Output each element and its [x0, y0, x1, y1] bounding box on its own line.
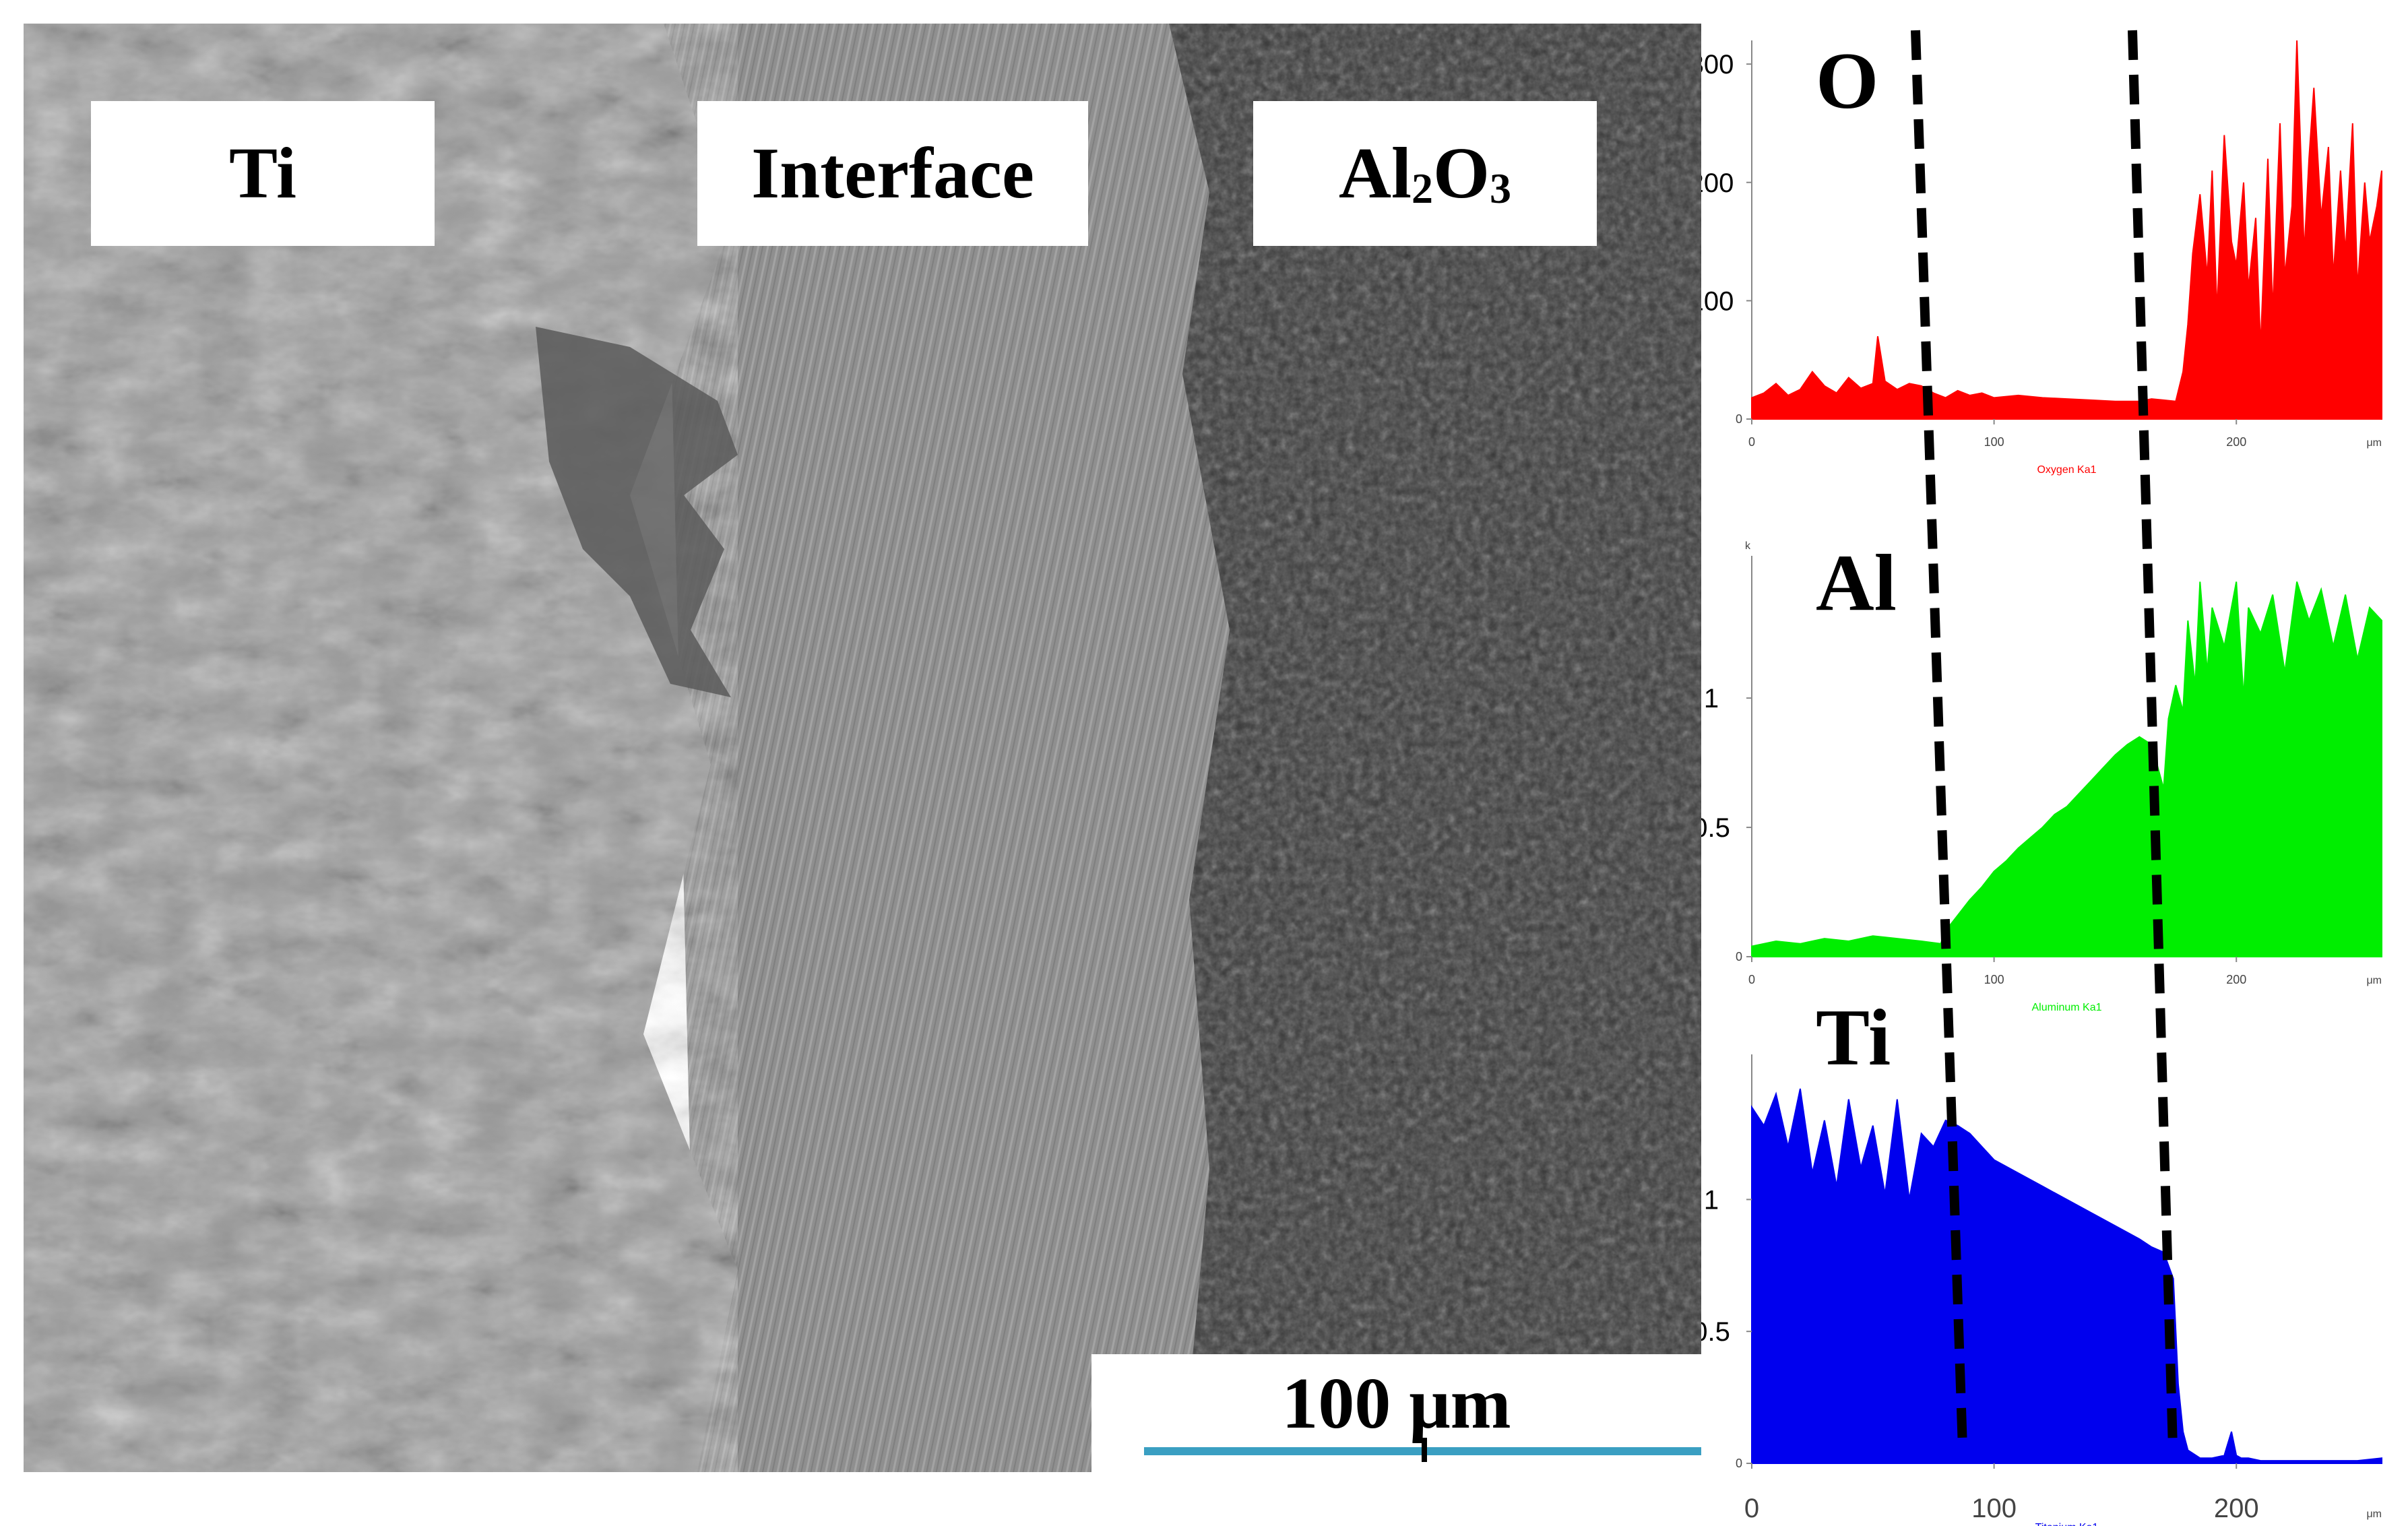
element-label-o: O	[1816, 36, 1878, 125]
y-tick-label-box	[1701, 274, 1745, 328]
x-tick-label: 100	[1984, 435, 2004, 449]
sem-micrograph	[24, 24, 1701, 1472]
region-label-al2o3: Al 2 O 3	[1253, 101, 1597, 246]
y-tick-label: 1	[1704, 684, 1719, 713]
scale-bar-tick	[1422, 1438, 1427, 1462]
element-label-ti: Ti	[1816, 992, 1891, 1082]
region-label-interface-text: Interface	[751, 133, 1034, 214]
series-caption: Aluminum Ka1	[2031, 1002, 2101, 1013]
series-area-al	[1751, 581, 2382, 957]
region-label-ti: Ti	[91, 101, 435, 246]
y-tick-label: 0.5	[1701, 813, 1730, 843]
line-scan-charts: 01001002002003003000100200μmOxygen Ka1O …	[1701, 30, 2382, 1526]
al2o3-sub-2: 2	[1411, 164, 1433, 212]
x-tick-label: 200	[2214, 1494, 2259, 1523]
y-tick-label: 100	[1701, 286, 1734, 316]
series-caption: Oxygen Ka1	[2037, 464, 2096, 476]
al2o3-al: Al	[1338, 133, 1412, 214]
x-tick-label: 0	[1748, 973, 1755, 986]
chart-titanium: 00.50.5110100200μmTitanium Ka1Ti	[1701, 992, 2382, 1526]
y-tick-label: 0.5	[1701, 1317, 1730, 1347]
x-unit-label: μm	[2366, 437, 2382, 449]
y-unit-label: k	[1745, 540, 1751, 552]
interface-region	[664, 24, 1230, 1472]
y-tick-label: 200	[1701, 168, 1734, 198]
element-label-al: Al	[1816, 538, 1897, 627]
y-tick-small-label: 0	[1736, 950, 1742, 963]
x-tick-label: 200	[2226, 435, 2246, 449]
y-tick-label-box	[1701, 37, 1745, 92]
scale-bar-label: 100 μm	[1281, 1364, 1511, 1444]
y-tick-label-box	[1701, 671, 1745, 726]
y-tick-label-box	[1701, 155, 1745, 210]
series-caption: Titanium Ka1	[2035, 1522, 2099, 1526]
x-tick-label: 200	[2226, 973, 2246, 986]
x-tick-label: 0	[1748, 435, 1755, 449]
y-tick-label: 300	[1701, 50, 1734, 80]
region-label-ti-text: Ti	[228, 133, 297, 214]
x-tick-label: 100	[1984, 973, 2004, 986]
y-tick-label: 1	[1704, 1185, 1719, 1215]
boundary-line-right	[2128, 30, 2178, 1449]
x-tick-label: 100	[1971, 1494, 2017, 1523]
boundary-lines	[1911, 30, 2178, 1449]
series-area-o	[1751, 40, 2382, 420]
al2o3-o: O	[1432, 133, 1490, 214]
y-tick-label-box	[1701, 1172, 1745, 1227]
boundary-line-left	[1911, 30, 1967, 1449]
y-tick-small-label: 0	[1736, 1457, 1742, 1470]
al2o3-sub-3: 3	[1490, 164, 1511, 212]
scale-bar-box: 100 μm	[1091, 1354, 1701, 1472]
region-label-interface: Interface	[697, 101, 1088, 246]
series-area-ti	[1751, 1088, 2382, 1464]
x-tick-label: 0	[1744, 1494, 1759, 1523]
x-unit-label: μm	[2366, 975, 2382, 986]
y-tick-label-box	[1701, 800, 1745, 855]
y-tick-small-label: 0	[1736, 412, 1742, 426]
y-tick-label-box	[1701, 1304, 1745, 1359]
x-unit-label: μm	[2366, 1508, 2382, 1520]
